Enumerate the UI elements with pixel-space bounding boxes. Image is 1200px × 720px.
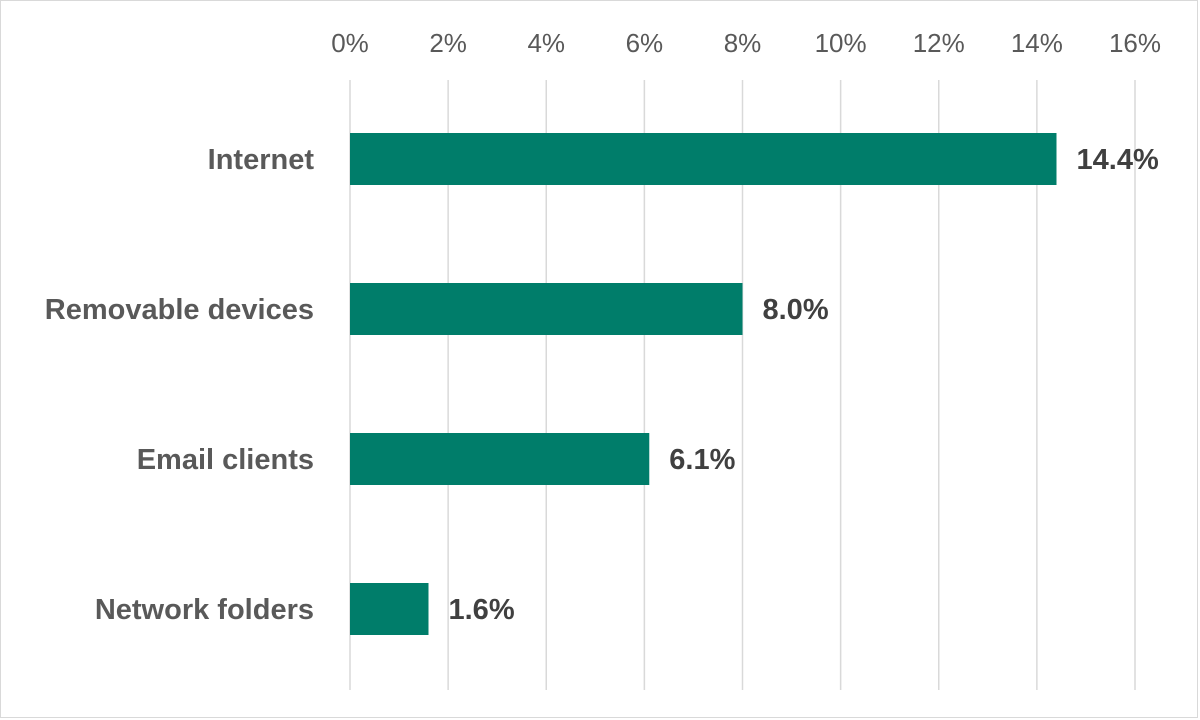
x-tick-label: 4% xyxy=(527,28,565,58)
data-label: 1.6% xyxy=(449,594,515,626)
category-labels: Internet Removable devices Email clients Ne… xyxy=(45,144,315,626)
x-tick-label: 14% xyxy=(1011,28,1063,58)
data-label: 14.4% xyxy=(1077,144,1159,176)
x-axis-tick-labels: 0% 2% 4% 6% 8% 10% 12% 14% 16% xyxy=(331,28,1161,58)
bar xyxy=(350,283,743,335)
category-label: Email clients xyxy=(137,444,314,476)
bar xyxy=(350,133,1057,185)
bars xyxy=(350,133,1057,635)
bar xyxy=(350,433,650,485)
x-tick-label: 16% xyxy=(1109,28,1161,58)
data-label: 6.1% xyxy=(669,444,735,476)
category-label: Internet xyxy=(208,144,315,176)
x-tick-label: 0% xyxy=(331,28,369,58)
x-tick-label: 2% xyxy=(429,28,467,58)
x-tick-label: 8% xyxy=(724,28,762,58)
x-tick-label: 12% xyxy=(913,28,965,58)
bar xyxy=(350,583,429,635)
data-labels: 14.4% 8.0% 6.1% 1.6% xyxy=(449,144,1159,626)
x-tick-label: 10% xyxy=(815,28,867,58)
x-tick-label: 6% xyxy=(626,28,664,58)
category-label: Removable devices xyxy=(45,294,314,326)
data-label: 8.0% xyxy=(763,294,829,326)
category-label: Network folders xyxy=(95,594,314,626)
